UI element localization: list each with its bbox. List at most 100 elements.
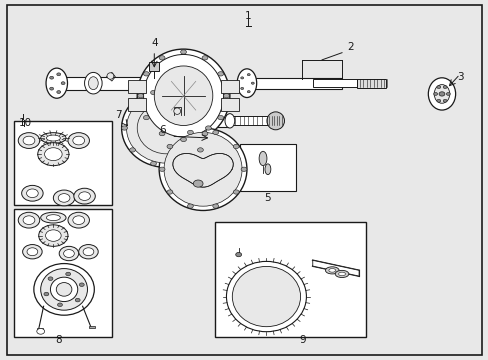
Ellipse shape [232, 266, 300, 327]
Ellipse shape [328, 269, 335, 272]
Ellipse shape [41, 212, 66, 223]
Ellipse shape [137, 102, 195, 154]
Text: 7: 7 [115, 110, 122, 120]
Bar [128, 98, 146, 111]
Ellipse shape [217, 72, 223, 76]
Ellipse shape [163, 132, 242, 206]
Bar [229, 116, 276, 126]
Ellipse shape [266, 112, 284, 130]
Ellipse shape [212, 130, 218, 135]
Ellipse shape [176, 161, 182, 166]
Ellipse shape [180, 137, 186, 141]
Ellipse shape [65, 272, 70, 276]
Ellipse shape [150, 90, 156, 95]
Bar [14, 121, 112, 205]
Ellipse shape [197, 104, 203, 108]
Text: 3: 3 [456, 72, 463, 82]
Ellipse shape [68, 212, 89, 228]
Ellipse shape [187, 130, 193, 135]
Ellipse shape [21, 185, 43, 201]
Ellipse shape [126, 93, 206, 163]
Ellipse shape [68, 133, 89, 148]
Ellipse shape [56, 283, 72, 296]
Ellipse shape [259, 151, 266, 166]
Bar [312, 79, 356, 87]
Ellipse shape [197, 148, 203, 152]
Ellipse shape [58, 194, 70, 202]
Ellipse shape [264, 164, 270, 175]
Polygon shape [172, 153, 233, 187]
Ellipse shape [50, 87, 54, 90]
Ellipse shape [224, 114, 234, 128]
Ellipse shape [442, 99, 446, 102]
Ellipse shape [44, 292, 49, 296]
Ellipse shape [26, 189, 38, 198]
Ellipse shape [143, 54, 223, 137]
Ellipse shape [46, 135, 60, 141]
Ellipse shape [247, 73, 250, 76]
Ellipse shape [241, 167, 246, 171]
Ellipse shape [88, 77, 98, 90]
Ellipse shape [18, 133, 40, 148]
Ellipse shape [138, 94, 143, 98]
Ellipse shape [74, 188, 95, 204]
Bar [356, 78, 385, 88]
Ellipse shape [235, 252, 241, 257]
Ellipse shape [57, 91, 61, 94]
Bar [215, 222, 366, 337]
Ellipse shape [122, 126, 127, 130]
Bar [246, 78, 341, 89]
Ellipse shape [41, 269, 87, 310]
Ellipse shape [436, 99, 440, 102]
Ellipse shape [22, 244, 42, 259]
Ellipse shape [61, 82, 65, 85]
Ellipse shape [233, 190, 239, 194]
Ellipse shape [50, 277, 78, 302]
Ellipse shape [205, 126, 211, 130]
Bar [89, 326, 95, 328]
Ellipse shape [38, 143, 69, 166]
Ellipse shape [159, 167, 164, 171]
Ellipse shape [202, 131, 207, 136]
Ellipse shape [173, 108, 180, 114]
Ellipse shape [129, 104, 135, 108]
Ellipse shape [73, 136, 84, 145]
Text: 9: 9 [299, 335, 305, 345]
Ellipse shape [166, 190, 172, 194]
Text: 10: 10 [19, 118, 32, 128]
Ellipse shape [45, 230, 61, 241]
Bar [239, 144, 295, 191]
Ellipse shape [446, 93, 449, 95]
Bar [128, 80, 146, 93]
Ellipse shape [202, 56, 207, 60]
Polygon shape [312, 260, 358, 276]
Text: 2: 2 [346, 42, 353, 51]
Ellipse shape [338, 272, 345, 276]
Ellipse shape [187, 204, 193, 208]
Ellipse shape [83, 248, 94, 256]
Bar [221, 98, 238, 111]
Ellipse shape [18, 212, 40, 228]
Ellipse shape [166, 144, 172, 149]
Ellipse shape [75, 298, 80, 302]
Ellipse shape [154, 66, 212, 126]
Ellipse shape [436, 86, 440, 89]
Ellipse shape [442, 86, 446, 89]
Ellipse shape [251, 82, 254, 84]
Ellipse shape [217, 116, 223, 120]
Ellipse shape [240, 77, 243, 79]
Ellipse shape [143, 72, 149, 76]
Ellipse shape [159, 56, 164, 60]
Ellipse shape [79, 283, 84, 287]
Ellipse shape [240, 87, 243, 90]
Ellipse shape [39, 225, 68, 246]
Ellipse shape [143, 116, 149, 120]
Ellipse shape [23, 136, 35, 145]
Ellipse shape [122, 89, 211, 167]
Ellipse shape [212, 204, 218, 208]
Ellipse shape [334, 270, 348, 278]
Ellipse shape [180, 50, 186, 54]
Ellipse shape [23, 216, 35, 225]
Ellipse shape [233, 144, 239, 149]
Ellipse shape [129, 148, 135, 152]
